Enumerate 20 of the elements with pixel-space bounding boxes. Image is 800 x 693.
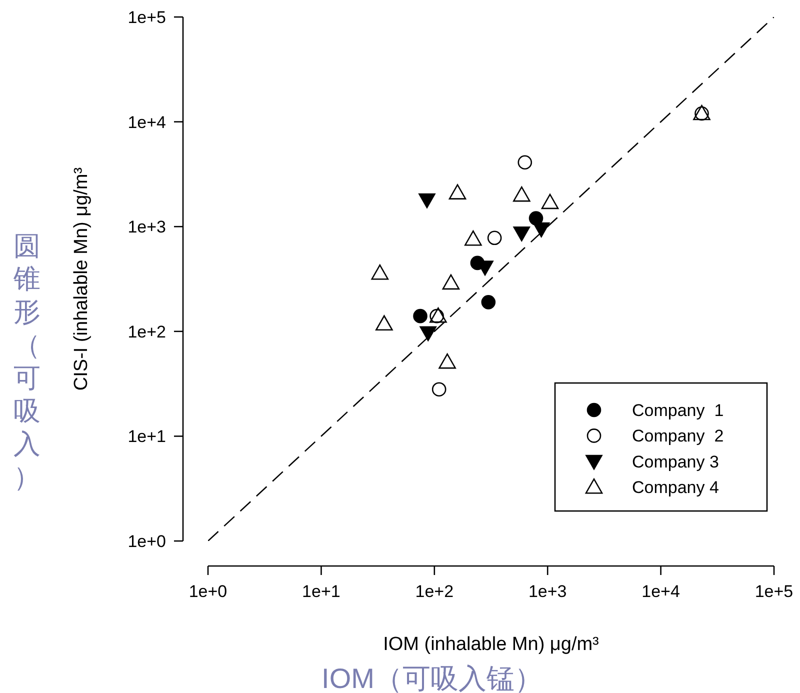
y-tick-label: 1e+1 — [128, 427, 166, 446]
x-tick-label: 1e+4 — [642, 582, 680, 601]
y-axis-title: CIS-I (inhalable Mn) μg/m³ — [71, 167, 92, 391]
y-tick-label: 1e+5 — [128, 8, 166, 27]
x-axis-title: IOM (inhalable Mn) μg/m³ — [383, 634, 599, 655]
y-tick-label: 1e+3 — [128, 218, 166, 237]
x-tick-label: 1e+1 — [302, 582, 340, 601]
legend-label: Company 2 — [632, 426, 724, 446]
x-tick-label: 1e+3 — [528, 582, 567, 601]
annotation: 圆锥形（可吸入） — [14, 231, 40, 492]
legend-label: Company 1 — [632, 401, 724, 420]
annotation: IOM（可吸入锰） — [322, 663, 542, 693]
y-tick-label: 1e+2 — [128, 322, 166, 342]
legend-label: Company 3 — [632, 452, 719, 472]
x-tick-label: 1e+0 — [188, 582, 228, 601]
x-tick-label: 1e+5 — [754, 582, 794, 601]
x-tick-label: 1e+2 — [415, 582, 454, 601]
legend-label: Company 4 — [632, 478, 719, 498]
y-tick-label: 1e+0 — [128, 532, 166, 551]
y-tick-label: 1e+4 — [128, 112, 166, 132]
